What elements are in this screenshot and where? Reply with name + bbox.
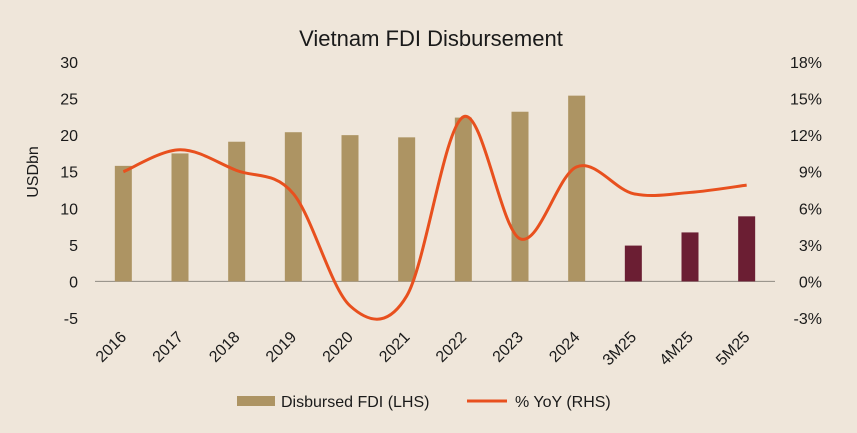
x-tick-label: 2018 — [206, 329, 243, 366]
bar-4m25 — [681, 232, 699, 282]
legend-label-line: % YoY (RHS) — [515, 394, 611, 411]
bar-2022 — [454, 117, 472, 282]
y-left-tick-label: 20 — [60, 128, 78, 145]
x-tick-label: 2016 — [93, 329, 130, 366]
y-left-tick-label: 30 — [60, 55, 78, 72]
y-left-tick-label: 10 — [60, 201, 78, 218]
y-right-tick-label: 6% — [799, 201, 822, 218]
legend-label-bar: Disbursed FDI (LHS) — [281, 394, 429, 411]
line-series-yoy — [122, 115, 747, 321]
bar-2018 — [228, 141, 246, 282]
x-tick-label: 2019 — [263, 329, 300, 366]
bar-2023 — [511, 111, 529, 282]
bar-2016 — [114, 165, 132, 282]
legend: Disbursed FDI (LHS) % YoY (RHS) — [237, 394, 611, 411]
bar-2017 — [171, 153, 189, 282]
y-left-tick-label: 0 — [69, 274, 78, 291]
x-tick-label: 4M25 — [657, 329, 697, 369]
y-left-tick-label: 5 — [69, 238, 78, 255]
x-tick-label: 2024 — [546, 329, 583, 366]
bar-2021 — [398, 137, 416, 282]
y-axis-left: -5 0 5 10 15 20 25 30 — [60, 55, 78, 328]
y-axis-title: USDbn — [25, 146, 42, 198]
y-right-tick-label: 12% — [790, 128, 822, 145]
x-tick-label: 2017 — [150, 329, 187, 366]
x-tick-label: 2022 — [433, 329, 470, 366]
bar-3m25 — [624, 245, 642, 282]
bar-series — [114, 95, 756, 282]
y-left-tick-label: -5 — [64, 311, 78, 328]
x-axis: 2016 2017 2018 2019 2020 2021 2022 2023 2024 3M25… — [93, 329, 754, 369]
x-tick-label: 2021 — [376, 329, 413, 366]
x-tick-label: 2020 — [320, 329, 357, 366]
y-axis-right: -3% 0% 3% 6% 9% 12% 15% 18% — [790, 55, 822, 328]
x-tick-label: 2023 — [490, 329, 527, 366]
y-right-tick-label: 3% — [799, 238, 822, 255]
x-tick-label: 5M25 — [713, 329, 753, 369]
y-left-tick-label: 25 — [60, 92, 78, 109]
y-right-tick-label: 18% — [790, 55, 822, 72]
y-right-tick-label: -3% — [794, 311, 822, 328]
bar-2019 — [284, 132, 302, 282]
legend-swatch-bar — [237, 396, 275, 406]
chart-title: Vietnam FDI Disbursement — [299, 26, 563, 51]
bar-2020 — [341, 135, 359, 282]
y-right-tick-label: 0% — [799, 274, 822, 291]
y-right-tick-label: 15% — [790, 92, 822, 109]
y-right-tick-label: 9% — [799, 165, 822, 182]
bar-2024 — [568, 95, 586, 282]
bar-5m25 — [738, 216, 756, 282]
y-left-tick-label: 15 — [60, 165, 78, 182]
x-tick-label: 3M25 — [600, 329, 640, 369]
